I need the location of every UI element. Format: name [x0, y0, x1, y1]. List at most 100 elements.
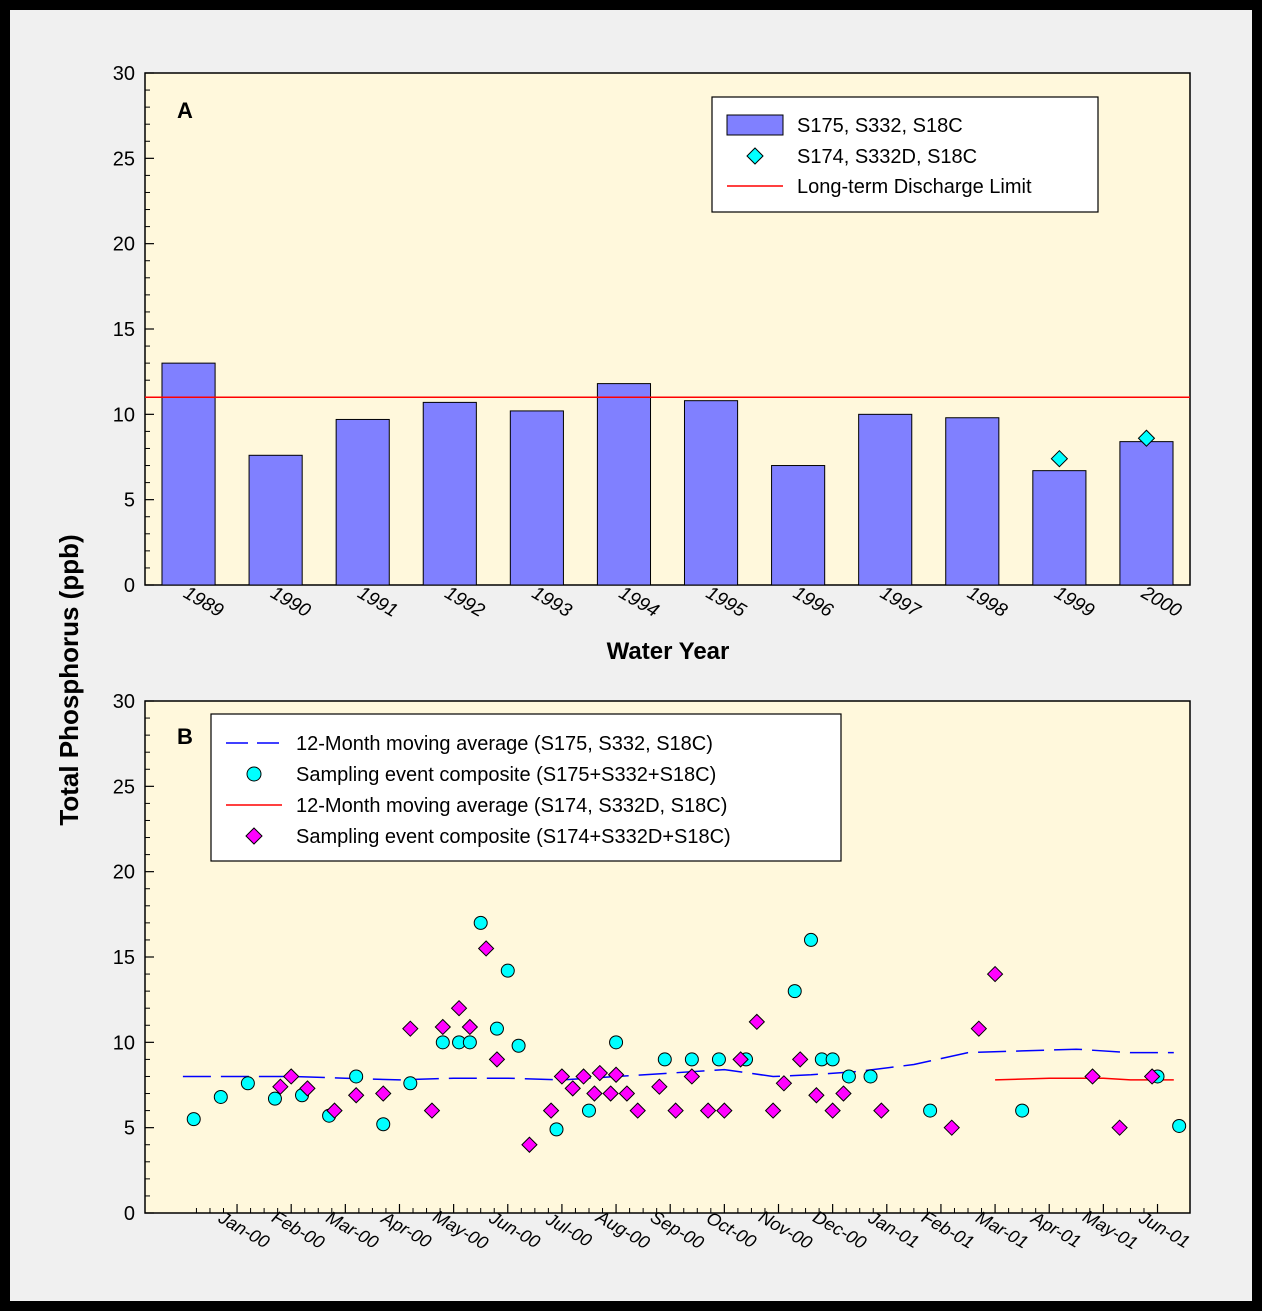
bar-1995 [683, 400, 739, 586]
y-tick-label: 10 [113, 1032, 135, 1054]
legend-circle-swatch [246, 766, 262, 782]
legend-label: S174, S332D, S18C [797, 146, 977, 168]
y-tick-label: 15 [113, 319, 135, 341]
diamond-point [575, 1068, 592, 1085]
circle-point [473, 915, 488, 930]
diamond-point [591, 1064, 609, 1082]
circle-point [711, 1052, 726, 1067]
circle-point [511, 1038, 526, 1053]
bar-1998 [945, 417, 1000, 586]
circle-point [923, 1103, 938, 1118]
legend-label: S175, S332, S18C [797, 115, 963, 137]
y-tick-label: 30 [113, 63, 135, 85]
diamond-point [943, 1119, 960, 1136]
y-tick-label: 25 [113, 148, 135, 170]
circle-point [549, 1122, 564, 1137]
panel-b-y-axis: 0 5 10 15 20 25 30 [113, 691, 154, 1225]
legend-label: Long-term Discharge Limit [797, 176, 1032, 198]
diamond-point [732, 1051, 749, 1068]
diamond-point [1111, 1119, 1128, 1136]
circle-point [240, 1076, 255, 1091]
diamond-point [618, 1085, 636, 1102]
legend-bar-swatch [726, 114, 784, 136]
bar-1999 [1032, 470, 1087, 586]
panel-a-y-axis: 0 5 10 15 20 25 30 [113, 63, 154, 597]
diamond-point [299, 1080, 316, 1097]
circle-point [609, 1035, 624, 1050]
diamond-point [542, 1102, 560, 1119]
diamond-point [651, 1078, 668, 1095]
diamond-point [272, 1078, 289, 1095]
diamond-point [434, 1018, 452, 1036]
diamond-point [699, 1102, 717, 1119]
diamond-point [873, 1102, 890, 1119]
diamond-point [564, 1080, 581, 1097]
legend-label: Sampling event composite (S175+S332+S18C… [296, 764, 716, 786]
circle-point [1172, 1118, 1187, 1133]
panel-a-x-axis-title: Water Year [607, 638, 730, 665]
bar-1991 [335, 418, 390, 586]
y-axis-title: Total Phosphorus (ppb) [54, 534, 84, 825]
diamond-point-1999 [1050, 449, 1069, 468]
legend-label: Sampling event composite (S174+S332D+S18… [296, 826, 731, 848]
diamond-point [521, 1136, 538, 1153]
circle-point [435, 1035, 450, 1050]
diamond-point [450, 999, 468, 1017]
legend-label: 12-Month moving average (S174, S332D, S1… [296, 795, 727, 817]
diamond-point [970, 1020, 988, 1037]
diamond-point [791, 1051, 809, 1068]
diamond-point [477, 940, 495, 957]
diamond-point [326, 1102, 343, 1119]
circle-point [489, 1021, 504, 1036]
circle-point [186, 1112, 201, 1127]
bar-1992 [422, 401, 477, 586]
diamond-point [667, 1102, 684, 1119]
circle-point [863, 1069, 878, 1084]
y-tick-label: 5 [124, 1118, 135, 1140]
bar-1994 [596, 383, 652, 586]
diamond-point [629, 1102, 646, 1119]
panel-a-bars [161, 362, 1174, 586]
panel-b-legend-box [210, 713, 842, 862]
y-tick-label: 25 [113, 776, 135, 798]
legend-diamond-swatch [245, 827, 263, 845]
diamond-point [748, 1013, 766, 1031]
legend-label: 12-Month moving average (S175, S332, S18… [296, 733, 713, 755]
diamond-point [602, 1085, 619, 1102]
y-tick-label: 15 [113, 947, 135, 969]
panel-b-label: B [177, 724, 193, 749]
diamond-point [808, 1087, 825, 1104]
diamond-point [347, 1087, 365, 1104]
circle-point [841, 1069, 856, 1084]
diamond-point [824, 1102, 841, 1119]
y-tick-label: 20 [113, 234, 135, 256]
diamond-point [488, 1051, 506, 1068]
circle-point [657, 1052, 672, 1067]
bar-1997 [858, 413, 913, 586]
circle-point [403, 1076, 418, 1091]
bar-2000 [1119, 441, 1174, 586]
circle-point [684, 1052, 699, 1067]
circle-point [376, 1117, 391, 1132]
diamond-point-2000 [1137, 429, 1156, 447]
panel-a-label: A [177, 98, 193, 123]
moving-average-solid-line [995, 1077, 1174, 1081]
diamond-point [553, 1068, 571, 1085]
diamond-point [586, 1085, 603, 1102]
diamond-point [986, 965, 1004, 983]
diamond-point [461, 1018, 479, 1036]
panel-b-points [186, 915, 1187, 1153]
bar-1990 [248, 454, 303, 586]
y-tick-label: 10 [113, 404, 135, 426]
diamond-point [282, 1068, 300, 1085]
legend-diamond-swatch [746, 147, 764, 165]
diamond-point [716, 1102, 733, 1119]
bar-1989 [161, 362, 216, 586]
circle-point [803, 932, 818, 947]
y-tick-label: 20 [113, 862, 135, 884]
bar-1993 [509, 410, 564, 586]
